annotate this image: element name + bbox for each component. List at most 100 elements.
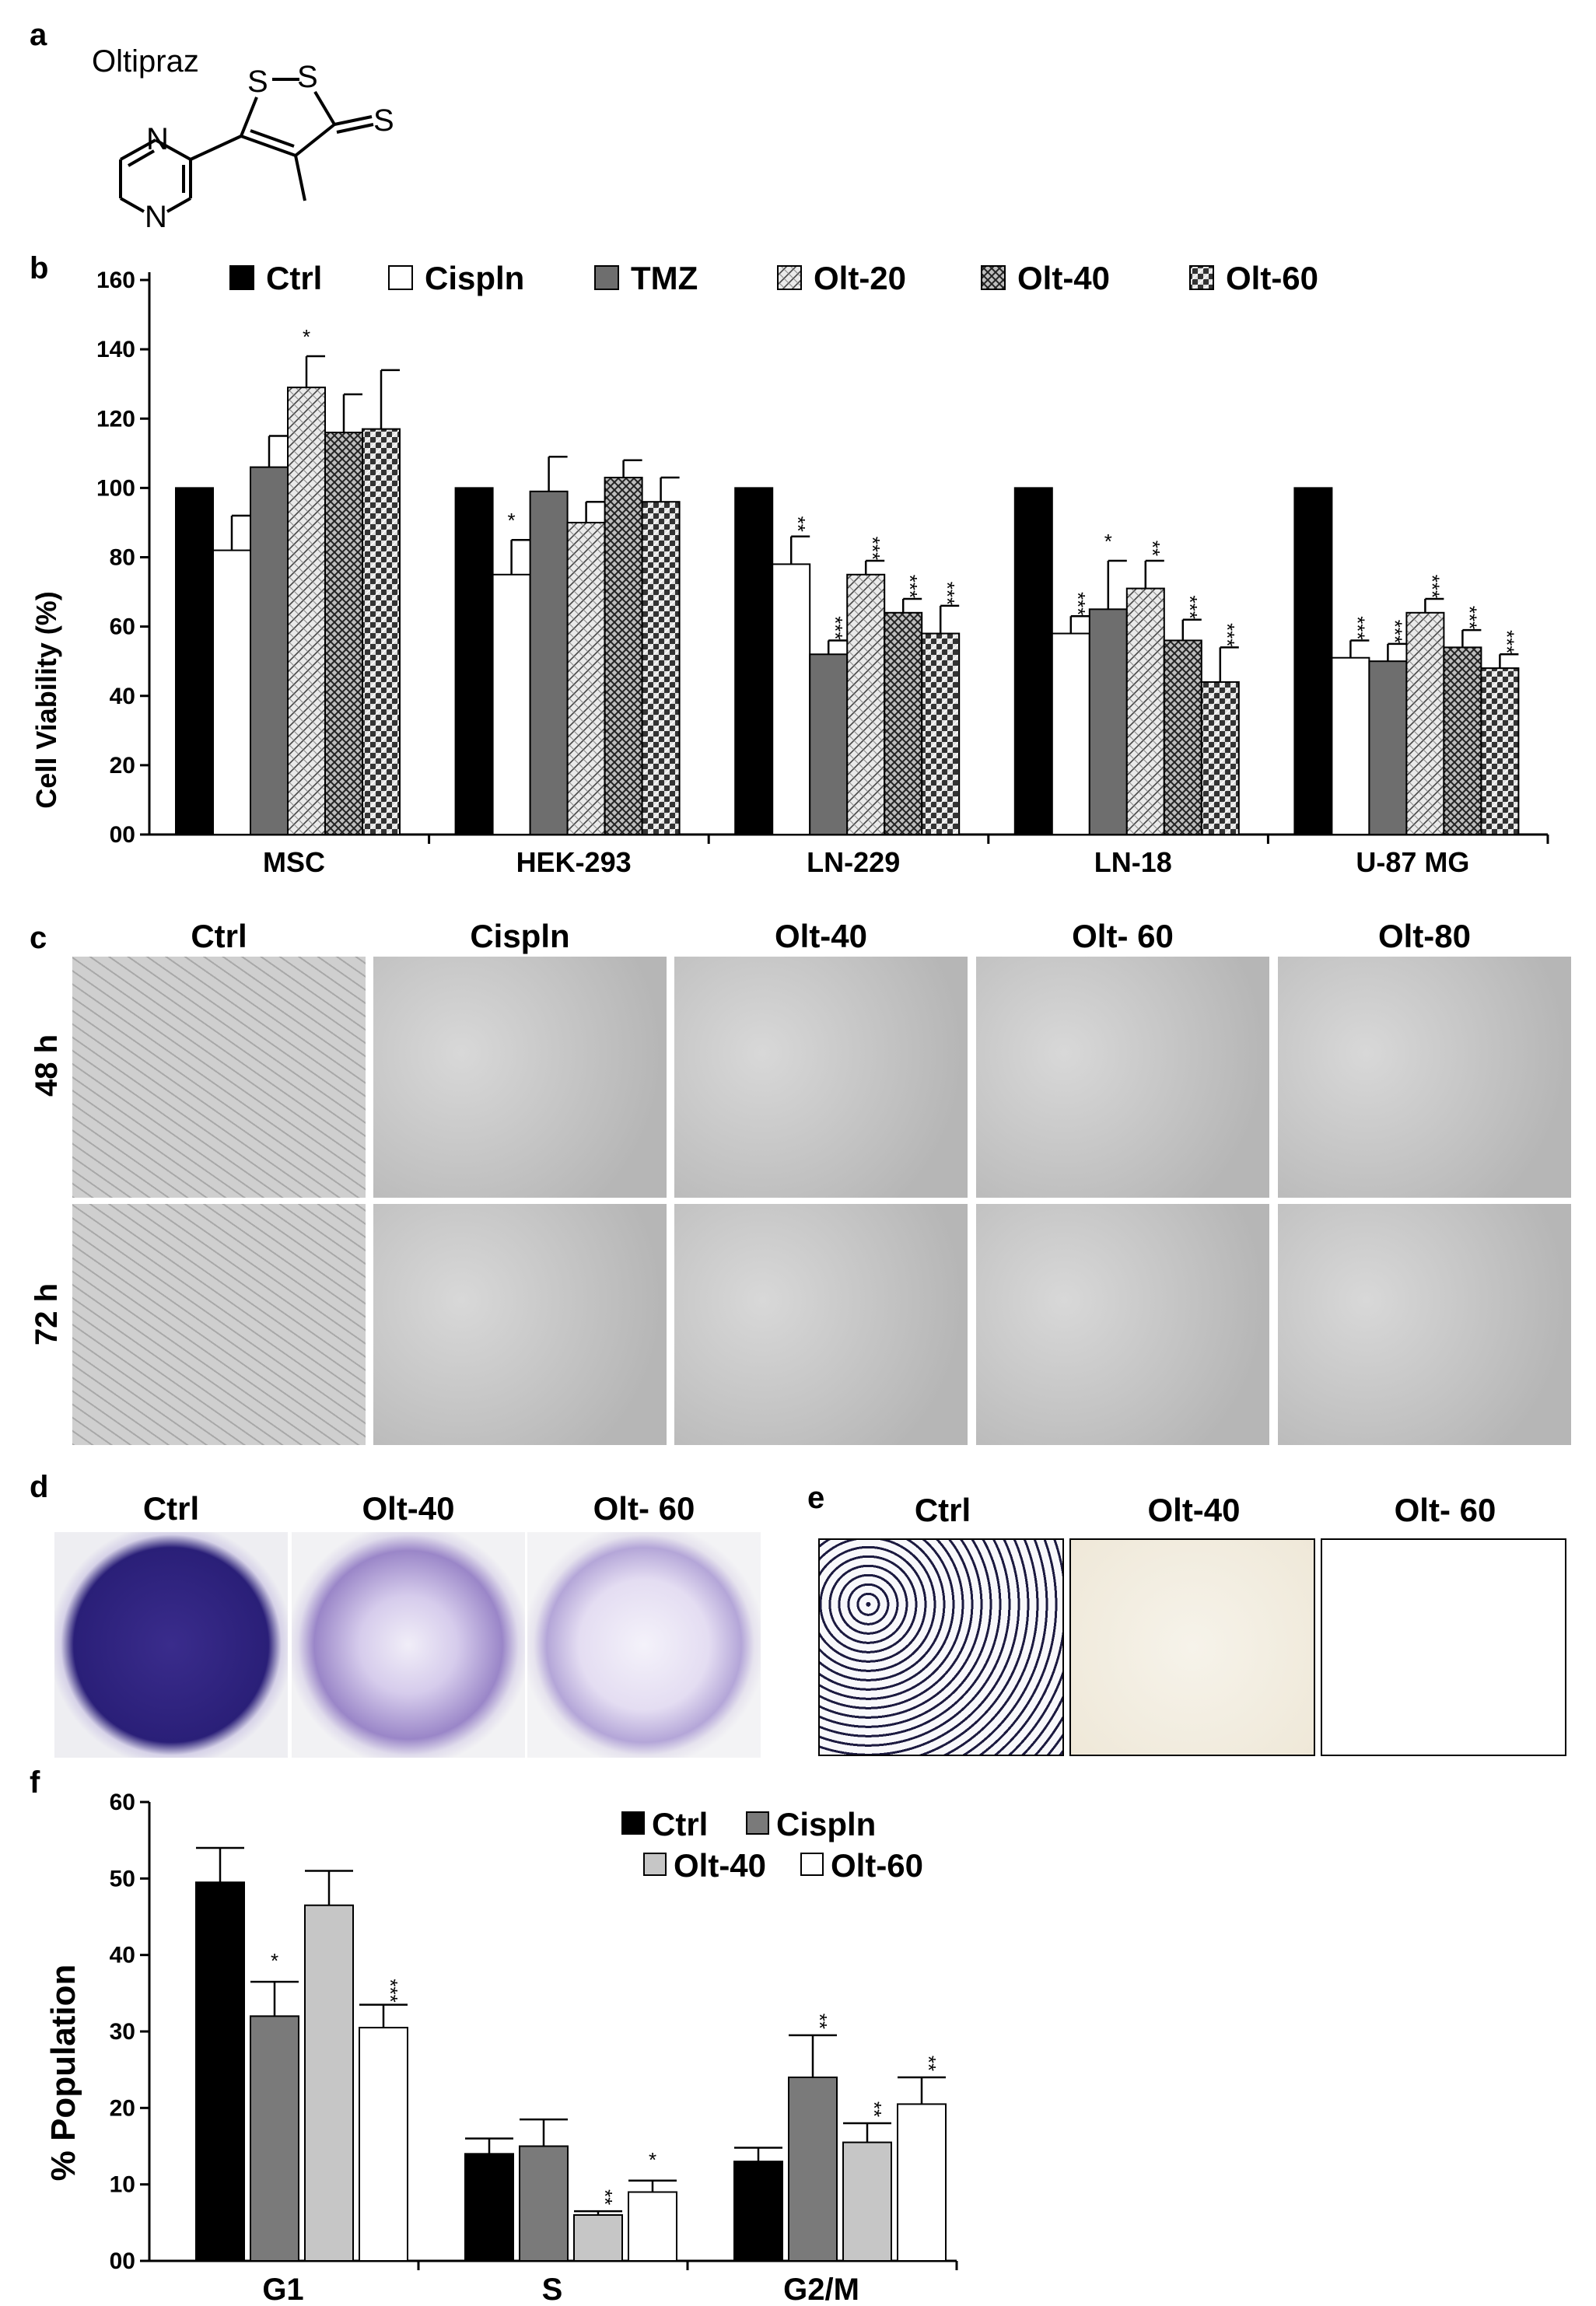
micrograph-c [674,957,968,1198]
y-tick-f: 60 [110,1790,135,1815]
legend-label-b: TMZ [631,260,698,296]
legend-swatch-f [800,1853,824,1876]
micrograph-c [976,957,1269,1198]
column-label-c: Cispln [470,918,570,954]
bar-b [1443,646,1482,835]
y-tick-b: 140 [96,337,135,362]
bar-b [175,487,214,835]
column-label-c: Olt-80 [1377,918,1472,954]
y-tick-f: 30 [110,2019,135,2045]
micrograph-c [373,1204,667,1445]
bar-b [1405,611,1445,835]
legend-label-f: Ctrl [652,1806,708,1842]
panel-label-f: f [30,1765,40,1800]
atom-n-top: N [146,122,169,156]
oltipraz-structure [119,78,374,213]
significance-b: *** [1178,596,1202,619]
bar-f [573,2214,623,2262]
legend-label-b: Cispln [425,260,524,296]
significance-b: * [1104,530,1112,553]
significance-f: ** [917,2056,940,2071]
atom-s-thione: S [373,103,394,138]
bar-f [733,2161,783,2262]
significance-b: *** [1458,606,1481,629]
legend-swatch-b [594,265,619,290]
y-tick-b: 80 [110,545,135,571]
legend-swatch-b [981,265,1006,290]
bar-b [1125,587,1165,835]
significance-b: * [508,509,516,532]
bar-f [304,1904,354,2262]
bar-b [324,432,363,835]
significance-b: * [303,325,310,348]
micrograph-c [1278,957,1571,1198]
y-tick-f: 40 [110,1943,135,1968]
panel-label-e: e [807,1481,825,1515]
bar-b [734,487,774,835]
bar-b [287,387,326,836]
panel-label-a: a [30,18,47,52]
significance-b: *** [1383,620,1406,643]
panel-b-chart: b Ctrl Cispln TMZ Olt-20 Olt-40 Olt-60 Cell V… [30,251,1549,878]
panel-a: a Oltipraz N N S S S [30,18,394,234]
panel-label-b: b [30,251,48,285]
significance-f: ** [593,2189,617,2205]
column-label-d: Olt- 60 [593,1490,695,1527]
y-tick-b: 40 [110,684,135,709]
bar-b [772,563,811,835]
micrograph-c [72,957,366,1198]
bar-f [897,2103,947,2262]
legend-b: Ctrl Cispln TMZ Olt-20 Olt-40 Olt-60 [229,260,1318,296]
y-axis-label-b: Cell Viability (%) [30,591,62,808]
bar-f [519,2145,569,2262]
x-category-f: S [542,2273,563,2306]
bar-b [641,501,681,835]
panel-c: c Ctrl Cispln Olt-40 Olt- 60 Olt-80 48 h 72 … [0,910,1596,1454]
bar-b [604,477,643,835]
bar-b [492,573,531,835]
legend-label-f: Cispln [776,1806,876,1842]
column-label-e: Ctrl [914,1492,971,1528]
bar-f [842,2141,892,2262]
compound-name: Oltipraz [92,44,199,79]
x-category-f: G1 [262,2273,303,2306]
bar-b [846,573,886,835]
x-category-b: LN-229 [807,846,900,878]
significance-b: *** [1216,623,1239,646]
bar-f [464,2153,514,2262]
bar-f [195,1881,245,2262]
atom-s-left: S [247,65,268,99]
significance-b: *** [936,582,959,605]
bar-b [454,487,494,835]
legend-swatch-b [1189,265,1214,290]
legend-label-b: Olt-60 [1226,260,1318,296]
y-tick-b: 00 [110,822,135,848]
y-axis-label-f: % Population [44,1965,82,2182]
y-tick-f: 20 [110,2095,135,2121]
colony-dish-d [527,1532,761,1758]
x-category-b: MSC [263,846,325,878]
bar-b [1013,487,1053,835]
significance-b: ** [786,516,810,532]
bar-f [628,2191,677,2262]
legend-swatch-b [229,265,254,290]
row-label-48h: 48 h [30,1034,64,1097]
column-label-e: Olt- 60 [1394,1492,1496,1528]
significance-f: ** [808,2014,831,2029]
x-category-b: HEK-293 [516,846,632,878]
bar-f [359,2027,408,2262]
bar-b [809,653,849,836]
atom-n-bottom: N [145,200,167,234]
transwell-image-e [1069,1538,1315,1756]
micrograph-c [72,1204,366,1445]
legend-label-b: Olt-20 [814,260,906,296]
bar-b [1331,656,1370,836]
bar-b [1480,667,1520,835]
transwell-image-e [1321,1538,1566,1756]
bar-f [788,2077,838,2262]
y-tick-b: 120 [96,406,135,432]
x-category-b: U-87 MG [1356,846,1469,878]
y-tick-f: 50 [110,1866,135,1891]
significance-b: *** [824,616,847,639]
